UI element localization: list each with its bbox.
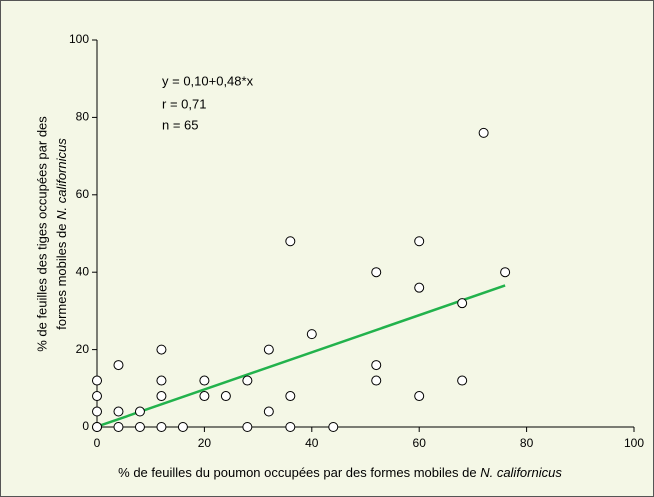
point [500, 267, 511, 278]
point [371, 267, 382, 278]
point [113, 422, 124, 432]
point [92, 391, 102, 402]
point [478, 127, 489, 138]
point [414, 391, 425, 402]
x-tick-label: 60 [413, 436, 427, 450]
y-axis-title: % de feuilles des tiges occupées par des… [34, 116, 69, 352]
point [134, 406, 145, 417]
annotation: n = 65 [162, 117, 199, 132]
y-axis-title-line: formes mobiles de N. californicus [54, 138, 69, 330]
y-axis-title-italic: N. californicus [54, 138, 69, 220]
point [156, 375, 167, 386]
annotation: y = 0,10+0,48*x [162, 73, 254, 88]
point [199, 375, 210, 386]
y-tick-label: 80 [76, 110, 90, 124]
point [328, 422, 339, 432]
point [156, 422, 167, 432]
point [457, 298, 468, 309]
x-tick-label: 80 [520, 436, 534, 450]
y-axis-title-line: % de feuilles des tiges occupées par des [34, 116, 49, 352]
x-axis-title: % de feuilles du poumon occupées par des… [118, 465, 562, 480]
point [263, 344, 274, 355]
point [414, 236, 425, 247]
x-tick-label: 100 [624, 436, 644, 450]
point [92, 375, 102, 386]
point [263, 406, 274, 417]
point [285, 236, 296, 247]
point [414, 282, 425, 293]
point [285, 391, 296, 402]
annotation: r = 0,71 [162, 96, 206, 111]
point [134, 422, 145, 432]
point [371, 375, 382, 386]
point [242, 375, 253, 386]
x-tick-label: 0 [94, 436, 101, 450]
point [306, 329, 317, 340]
y-tick-label: 20 [76, 342, 90, 356]
point [113, 406, 124, 417]
point [285, 422, 296, 432]
point [92, 422, 102, 432]
point [113, 360, 124, 371]
point [242, 422, 253, 432]
point [457, 375, 468, 386]
point [177, 422, 188, 432]
point [199, 391, 210, 402]
x-axis-title-italic: N. californicus [480, 465, 562, 480]
x-tick-label: 20 [198, 436, 212, 450]
x-axis-title-text: % de feuilles du poumon occupées par des… [118, 465, 480, 480]
point [156, 344, 167, 355]
fit-line [96, 284, 506, 428]
y-axis-title-text: formes mobiles de [54, 220, 69, 330]
point [371, 360, 382, 371]
point [156, 391, 167, 402]
point [92, 406, 102, 417]
y-tick-label: 60 [76, 187, 90, 201]
y-tick-label: 0 [82, 419, 89, 433]
y-tick-label: 100 [69, 32, 89, 46]
x-tick-label: 40 [305, 436, 319, 450]
y-tick-label: 40 [76, 264, 90, 278]
point [220, 391, 231, 402]
